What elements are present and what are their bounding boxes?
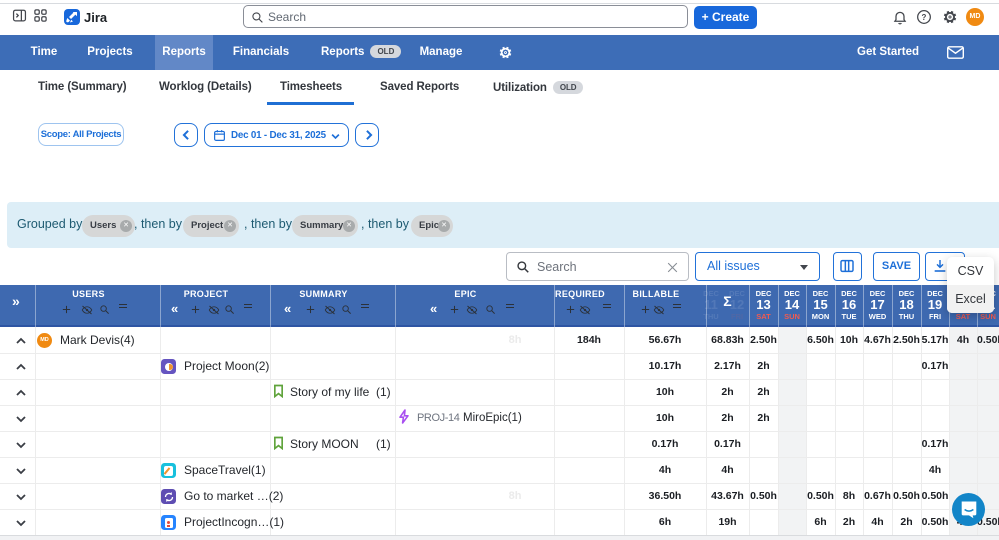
svg-text:?: ? bbox=[922, 13, 927, 22]
